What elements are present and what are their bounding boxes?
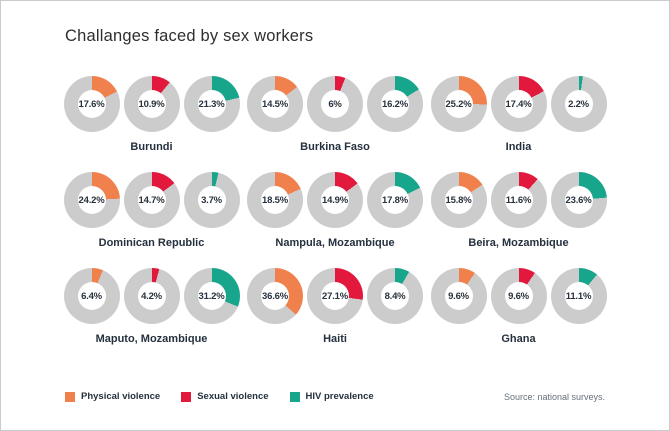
- donut-hiv-prevalence-beira-mozambique: 23.6%: [550, 172, 607, 228]
- donut-value-label: 14.9%: [322, 194, 348, 206]
- donut-sexual-violence-nampula-mozambique: 14.9%: [307, 172, 363, 228]
- donut-group-ghana: 9.6% 9.6% 11.1% Ghana: [430, 268, 607, 345]
- donut-row: 18.5% 14.9% 17.8%: [247, 172, 424, 228]
- chart-footer: Physical violence Sexual violence HIV prev…: [65, 391, 605, 402]
- donut-value-label: 3.7%: [201, 194, 222, 206]
- donut-value-label: 6%: [328, 98, 342, 110]
- donut-value-label: 4.2%: [141, 290, 162, 302]
- group-label: Burundi: [130, 141, 173, 153]
- donut-row: 6.4% 4.2% 31.2%: [63, 268, 240, 324]
- group-label: Dominican Republic: [98, 237, 205, 249]
- donut-value-label: 14.5%: [262, 98, 288, 110]
- donut-value-label: 16.2%: [382, 98, 408, 110]
- donut-value-label: 24.2%: [78, 194, 105, 206]
- donut-grid-row: 17.6% 10.9% 21.3% Burundi 14.5% 6% 16.2% Burkin…: [63, 76, 607, 153]
- donut-hiv-prevalence-maputo-mozambique: 31.2%: [183, 268, 240, 324]
- donut-value-label: 6.4%: [81, 290, 102, 302]
- donut-row: 24.2% 14.7% 3.7%: [63, 172, 240, 228]
- donut-value-label: 9.6%: [508, 290, 529, 302]
- source-note: Source: national surveys.: [503, 391, 605, 402]
- legend-swatch-icon: [181, 391, 192, 402]
- donut-hiv-prevalence-burkina-faso: 16.2%: [367, 76, 423, 132]
- donut-sexual-violence-maputo-mozambique: 4.2%: [123, 268, 180, 324]
- donut-sexual-violence-haiti: 27.1%: [307, 268, 363, 324]
- donut-physical-violence-haiti: 36.6%: [247, 268, 303, 324]
- donut-physical-violence-ghana: 9.6%: [430, 268, 487, 324]
- legend-label: Physical violence: [81, 391, 161, 402]
- donut-row: 25.2% 17.4% 2.2%: [430, 76, 607, 132]
- donut-group-nampula-mozambique: 18.5% 14.9% 17.8% Nampula, Mozambique: [247, 172, 424, 249]
- group-label: Burkina Faso: [300, 141, 370, 153]
- donut-group-burundi: 17.6% 10.9% 21.3% Burundi: [63, 76, 240, 153]
- legend-item-physical-violence: Physical violence: [65, 391, 160, 402]
- donut-hiv-prevalence-nampula-mozambique: 17.8%: [367, 172, 423, 228]
- donut-row: 9.6% 9.6% 11.1%: [430, 268, 607, 324]
- donut-group-dominican-republic: 24.2% 14.7% 3.7% Dominican Republic: [63, 172, 240, 249]
- donut-value-label: 21.3%: [198, 98, 225, 110]
- donut-row: 17.6% 10.9% 21.3%: [63, 76, 240, 132]
- donut-physical-violence-burkina-faso: 14.5%: [247, 76, 303, 132]
- donut-group-maputo-mozambique: 6.4% 4.2% 31.2% Maputo, Mozambique: [63, 268, 240, 345]
- legend: Physical violence Sexual violence HIV prev…: [65, 391, 395, 402]
- legend-item-hiv-prevalence: HIV prevalence: [289, 391, 374, 402]
- donut-sexual-violence-ghana: 9.6%: [490, 268, 547, 324]
- donut-value-label: 17.6%: [78, 98, 105, 110]
- donut-value-label: 11.1%: [565, 290, 592, 302]
- group-label: India: [505, 141, 532, 153]
- donut-physical-violence-maputo-mozambique: 6.4%: [63, 268, 120, 324]
- chart-title: Challanges faced by sex workers: [65, 27, 314, 45]
- donut-sexual-violence-india: 17.4%: [490, 76, 547, 132]
- donut-sexual-violence-burundi: 10.9%: [123, 76, 180, 132]
- donut-value-label: 25.2%: [445, 98, 472, 110]
- donut-value-label: 15.8%: [445, 194, 472, 206]
- donut-value-label: 2.2%: [568, 98, 589, 110]
- group-label: Maputo, Mozambique: [95, 333, 208, 345]
- donut-group-india: 25.2% 17.4% 2.2% India: [430, 76, 607, 153]
- donut-physical-violence-dominican-republic: 24.2%: [63, 172, 120, 228]
- group-label: Nampula, Mozambique: [275, 237, 395, 249]
- donut-value-label: 9.6%: [448, 290, 469, 302]
- group-label: Haiti: [323, 333, 347, 345]
- donut-row: 36.6% 27.1% 8.4%: [247, 268, 424, 324]
- donut-value-label: 18.5%: [262, 194, 288, 206]
- donut-hiv-prevalence-burundi: 21.3%: [183, 76, 240, 132]
- donut-physical-violence-india: 25.2%: [430, 76, 487, 132]
- donut-value-label: 10.9%: [138, 98, 165, 110]
- legend-label: HIV prevalence: [305, 391, 374, 402]
- donut-hiv-prevalence-india: 2.2%: [550, 76, 607, 132]
- donut-row: 14.5% 6% 16.2%: [247, 76, 424, 132]
- donut-hiv-prevalence-ghana: 11.1%: [550, 268, 607, 324]
- donut-group-haiti: 36.6% 27.1% 8.4% Haiti: [247, 268, 424, 345]
- donut-value-label: 17.8%: [382, 194, 408, 206]
- donut-value-label: 31.2%: [198, 290, 225, 302]
- legend-swatch-icon: [289, 391, 300, 402]
- donut-grid-row: 6.4% 4.2% 31.2% Maputo, Mozambique 36.6% 27.1…: [63, 268, 607, 345]
- donut-group-beira-mozambique: 15.8% 11.6% 23.6% Beira, Mozambique: [430, 172, 607, 249]
- donut-group-burkina-faso: 14.5% 6% 16.2% Burkina Faso: [247, 76, 424, 153]
- group-label: Ghana: [501, 333, 536, 345]
- donut-sexual-violence-beira-mozambique: 11.6%: [490, 172, 547, 228]
- legend-item-sexual-violence: Sexual violence: [181, 391, 269, 402]
- donut-value-label: 8.4%: [384, 290, 406, 302]
- legend-label: Sexual violence: [197, 391, 269, 402]
- donut-value-label: 23.6%: [565, 194, 592, 206]
- donut-value-label: 36.6%: [262, 290, 288, 302]
- donut-physical-violence-nampula-mozambique: 18.5%: [247, 172, 303, 228]
- donut-sexual-violence-burkina-faso: 6%: [307, 76, 363, 132]
- donut-row: 15.8% 11.6% 23.6%: [430, 172, 607, 228]
- donut-grid: 17.6% 10.9% 21.3% Burundi 14.5% 6% 16.2% Burkin…: [63, 76, 607, 345]
- donut-value-label: 17.4%: [505, 98, 532, 110]
- donut-hiv-prevalence-dominican-republic: 3.7%: [183, 172, 240, 228]
- donut-physical-violence-burundi: 17.6%: [63, 76, 120, 132]
- donut-value-label: 27.1%: [322, 290, 348, 302]
- donut-physical-violence-beira-mozambique: 15.8%: [430, 172, 487, 228]
- group-label: Beira, Mozambique: [468, 237, 569, 249]
- donut-value-label: 14.7%: [138, 194, 165, 206]
- legend-swatch-icon: [65, 391, 75, 402]
- donut-sexual-violence-dominican-republic: 14.7%: [123, 172, 180, 228]
- donut-value-label: 11.6%: [505, 194, 532, 206]
- donut-hiv-prevalence-haiti: 8.4%: [367, 268, 423, 324]
- donut-grid-row: 24.2% 14.7% 3.7% Dominican Republic 18.5% 14.…: [63, 172, 607, 249]
